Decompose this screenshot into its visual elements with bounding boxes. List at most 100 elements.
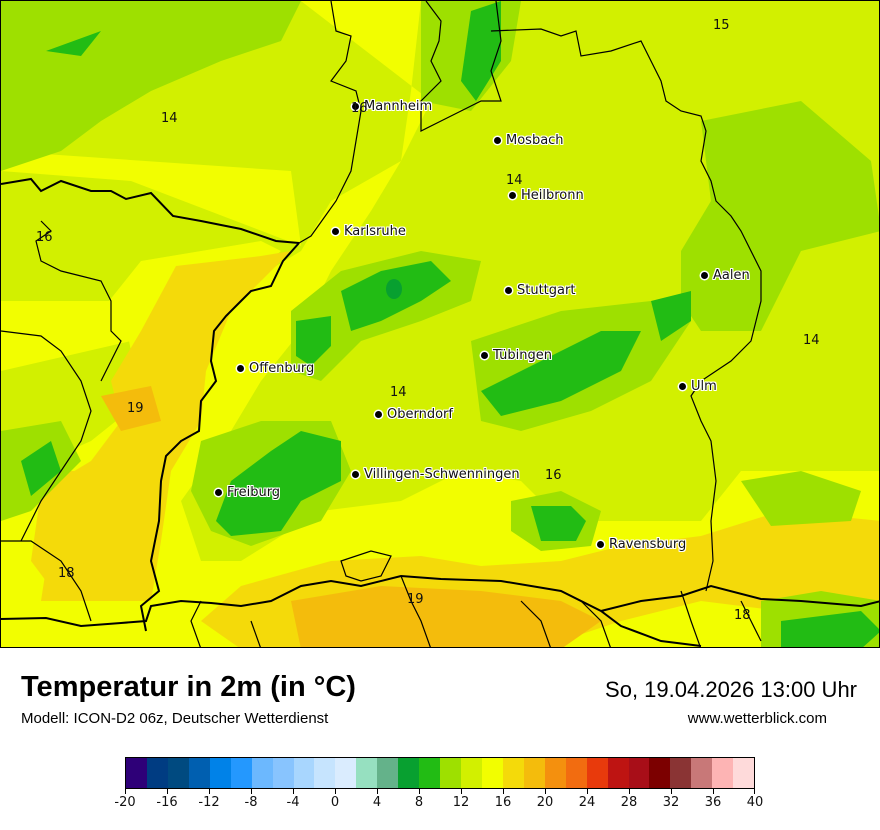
temperature-value-label: 14: [803, 333, 820, 348]
city-marker[interactable]: Aalen: [701, 268, 750, 283]
colorbar-segment: [628, 758, 650, 788]
city-dot-icon: [505, 287, 512, 294]
tick-label: 20: [536, 795, 554, 810]
city-dot-icon: [679, 383, 686, 390]
city-label: Mosbach: [506, 133, 564, 148]
temperature-value-label: 14: [506, 173, 523, 188]
colorbar-segment: [126, 758, 147, 788]
city-marker[interactable]: Tübingen: [481, 348, 552, 363]
tick-label: 16: [494, 795, 512, 810]
tick-label: 40: [746, 795, 764, 810]
city-dot-icon: [352, 103, 359, 110]
tick-label: 0: [330, 795, 340, 810]
colorbar-segment: [293, 758, 315, 788]
city-dot-icon: [352, 471, 359, 478]
city-label: Stuttgart: [517, 283, 576, 298]
colorbar-segment: [314, 758, 336, 788]
city-label: Mannheim: [364, 99, 433, 114]
tick-label: -20: [114, 795, 136, 810]
city-marker[interactable]: Karlsruhe: [332, 224, 406, 239]
colorbar-segment: [398, 758, 420, 788]
city-marker[interactable]: Mosbach: [494, 133, 564, 148]
colorbar-segment: [146, 758, 168, 788]
city-dot-icon: [481, 352, 488, 359]
tick-mark: [335, 789, 336, 794]
tick-mark: [671, 789, 672, 794]
colorbar-segment: [670, 758, 692, 788]
tick-label: 24: [578, 795, 596, 810]
colorbar-segment: [251, 758, 273, 788]
colorbar-segment: [335, 758, 357, 788]
colorbar-segment: [523, 758, 545, 788]
forecast-datetime: So, 19.04.2026 13:00 Uhr: [605, 677, 857, 702]
city-marker[interactable]: Heilbronn: [509, 188, 584, 203]
colorbar-segment: [586, 758, 608, 788]
temperature-map[interactable]: Mannheim Mosbach Heilbronn Karlsruhe Aalen St…: [0, 0, 880, 648]
city-marker[interactable]: Oberndorf: [375, 407, 453, 422]
colorbar-segment: [481, 758, 503, 788]
colorbar-segment: [188, 758, 210, 788]
city-label: Villingen-Schwenningen: [364, 467, 520, 482]
colorbar-segment: [544, 758, 566, 788]
colorbar-segment: [461, 758, 482, 788]
tick-mark: [209, 789, 210, 794]
temperature-field: [1, 1, 879, 647]
colorbar-segment: [712, 758, 734, 788]
tick-label: -4: [286, 795, 300, 810]
colorbar-segment: [167, 758, 189, 788]
tick-mark: [587, 789, 588, 794]
temperature-value-label: 14: [161, 111, 178, 126]
colorbar-segment: [502, 758, 524, 788]
city-dot-icon: [215, 489, 222, 496]
temperature-value-label: 19: [407, 592, 424, 607]
tick-label: 36: [704, 795, 722, 810]
city-dot-icon: [701, 272, 708, 279]
tick-mark: [629, 789, 630, 794]
tick-label: 28: [620, 795, 638, 810]
map-title: Temperatur in 2m (in °C): [21, 671, 356, 703]
city-label: Heilbronn: [521, 188, 584, 203]
model-source: Modell: ICON-D2 06z, Deutscher Wetterdie…: [21, 710, 329, 727]
city-marker[interactable]: Offenburg: [237, 361, 314, 376]
website-link[interactable]: www.wetterblick.com: [687, 710, 827, 727]
temperature-value-label: 18: [734, 608, 751, 623]
colorbar-ticks: -20 -16 -12 -8 -4 0 4 8 12 16 20 24 28 32 36 40: [114, 789, 763, 819]
city-dot-icon: [509, 192, 516, 199]
city-marker[interactable]: Mannheim: [352, 99, 432, 114]
tick-mark: [754, 789, 755, 794]
temperature-value-label: 18: [58, 566, 75, 581]
tick-mark: [503, 789, 504, 794]
city-marker[interactable]: Ravensburg: [597, 537, 686, 552]
tick-label: -8: [244, 795, 258, 810]
colorbar-segment: [356, 758, 378, 788]
city-label: Oberndorf: [387, 407, 453, 422]
colorbar-segment: [649, 758, 671, 788]
city-marker[interactable]: Ulm: [679, 379, 717, 394]
tick-mark: [251, 789, 252, 794]
temperature-value-label: 16: [36, 230, 53, 245]
city-label: Karlsruhe: [344, 224, 406, 239]
city-dot-icon: [494, 137, 501, 144]
temperature-value-label: 19: [127, 401, 144, 416]
temperature-value-label: 15: [713, 18, 730, 33]
city-marker[interactable]: Freiburg: [215, 485, 280, 500]
colorbar-segment: [377, 758, 399, 788]
colorbar-segment: [419, 758, 441, 788]
colorbar-segment: [272, 758, 294, 788]
city-label: Ulm: [691, 379, 717, 394]
tick-mark: [461, 789, 462, 794]
city-label: Freiburg: [227, 485, 281, 500]
city-label: Tübingen: [493, 348, 552, 363]
city-marker[interactable]: Stuttgart: [505, 283, 575, 298]
city-marker[interactable]: Villingen-Schwenningen: [352, 467, 520, 482]
colorbar-segment: [230, 758, 252, 788]
tick-label: -12: [198, 795, 220, 810]
temperature-value-label: 16: [545, 468, 562, 483]
tick-label: 32: [662, 795, 680, 810]
colorbar-segment: [607, 758, 629, 788]
colorbar-segment: [691, 758, 713, 788]
tick-label: 12: [452, 795, 470, 810]
colorbar-segment: [565, 758, 587, 788]
city-label: Aalen: [713, 268, 750, 283]
temperature-value-label: 14: [390, 385, 407, 400]
